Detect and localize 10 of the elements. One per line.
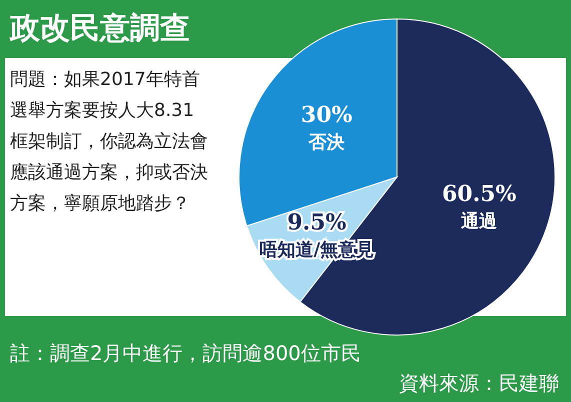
data-label: 60.5% (442, 181, 517, 208)
text: 註：調查2月中進行，訪問逾800位市民 (10, 340, 361, 367)
slice-label: 唔知道/無意見 (260, 239, 374, 260)
data-label: 30% (300, 102, 353, 128)
slice-label: 否決 (308, 132, 346, 153)
slice-label: 通過 (460, 211, 498, 232)
text: 問題：如果2017年特首選舉方案要按人大8.31框架制訂，你認為立法會應該通過方案，抑或否決方案，寧願原地踏步？ (10, 68, 209, 216)
data-label: 9.5% (287, 209, 347, 236)
source-note: 資料來源：民建聯 (399, 370, 559, 397)
chart-title: 政改民意調查 (10, 10, 190, 48)
